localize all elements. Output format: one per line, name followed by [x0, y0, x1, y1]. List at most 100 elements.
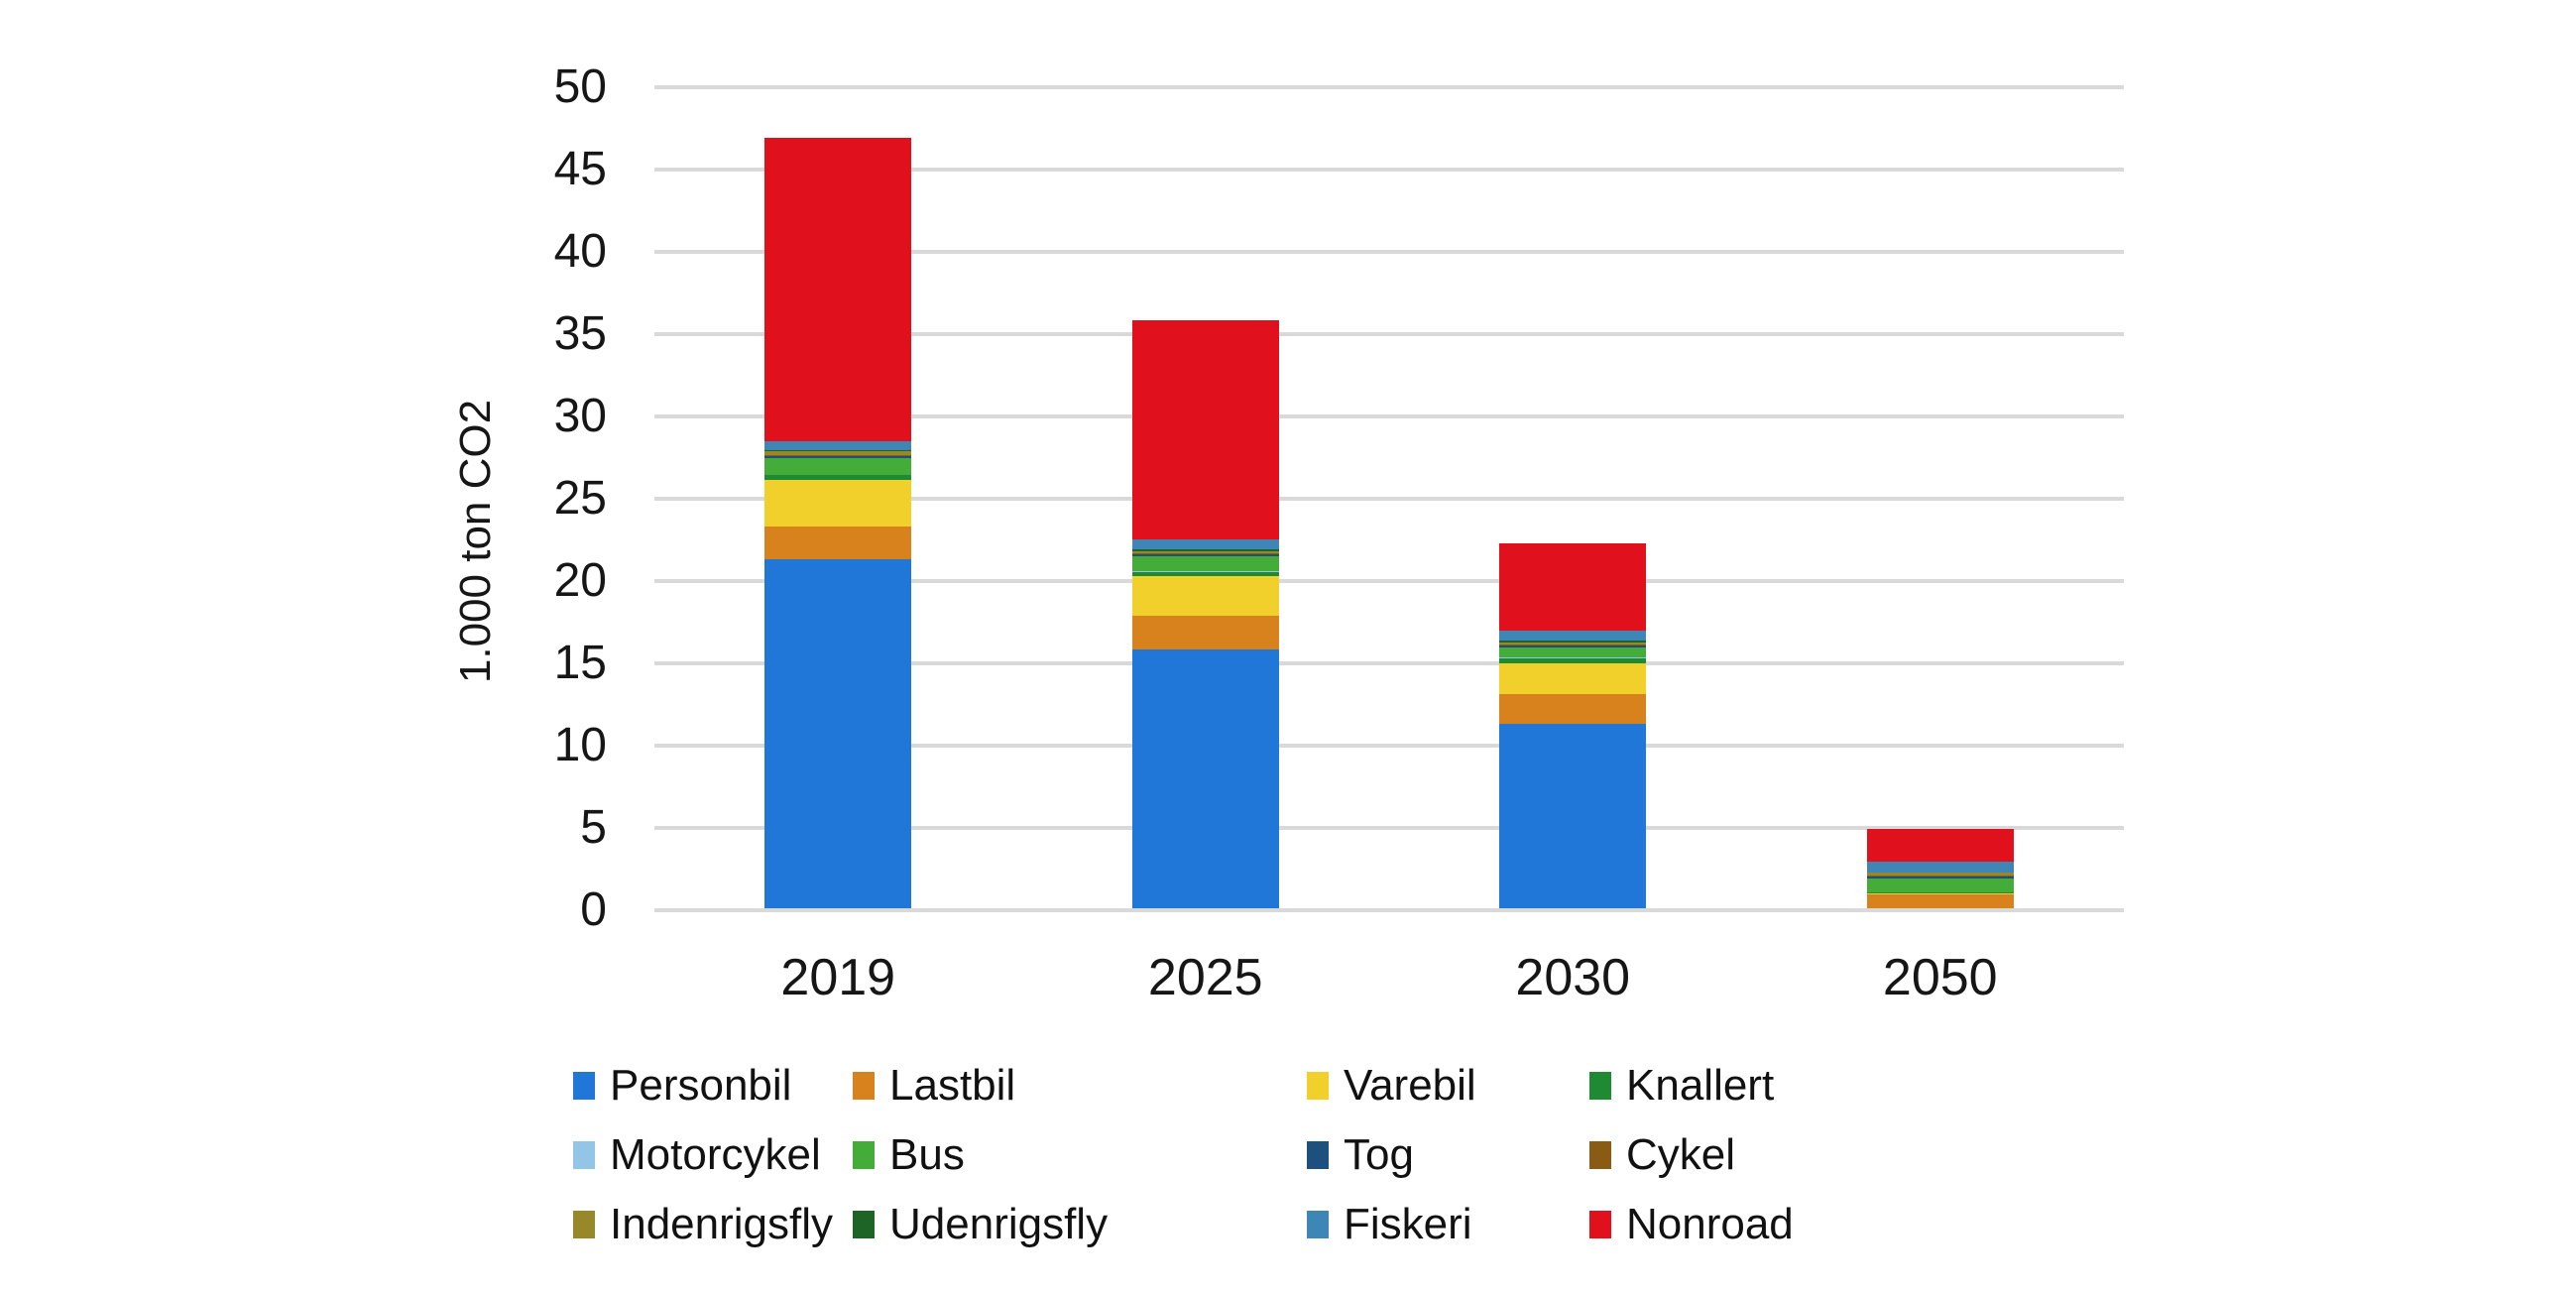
bar-segment-tog-2025	[1131, 554, 1279, 556]
y-tick-label-30: 30	[553, 390, 607, 442]
legend-item-motorcykel: Motorcykel	[573, 1130, 821, 1179]
legend-swatch-cykel	[1589, 1141, 1611, 1169]
legend-item-lastbil: Lastbil	[853, 1061, 1016, 1110]
bar-segment-fiskeri-2030	[1499, 631, 1647, 642]
bar-segment-fiskeri-2025	[1131, 539, 1279, 550]
x-tick-label-2050: 2050	[1882, 949, 1998, 1006]
legend-swatch-tog	[1307, 1141, 1329, 1169]
legend-swatch-fiskeri	[1307, 1211, 1329, 1238]
legend-item-nonroad: Nonroad	[1589, 1200, 1794, 1248]
legend-label-tog: Tog	[1344, 1130, 1414, 1179]
legend-swatch-varebil	[1307, 1072, 1329, 1100]
bar-segment-knallert-2030	[1499, 657, 1647, 663]
bar-segment-cykel-2030	[1499, 645, 1647, 646]
legend-swatch-lastbil	[853, 1072, 875, 1100]
legend: Personbil Lastbil Varebil Knallert Motorcyke…	[573, 1061, 2378, 1260]
legend-label-fiskeri: Fiskeri	[1344, 1200, 1472, 1248]
gridline-y10	[654, 744, 2124, 748]
legend-item-varebil: Varebil	[1307, 1061, 1476, 1110]
bar-segment-udenrigsfly-2019	[764, 449, 912, 452]
legend-item-personbil: Personbil	[573, 1061, 792, 1110]
bar-segment-lastbil-2050	[1866, 893, 2014, 908]
bar-segment-nonroad-2050	[1866, 828, 2014, 862]
y-tick-label-35: 35	[553, 307, 607, 360]
y-tick-label-40: 40	[553, 225, 607, 278]
bar-segment-cykel-2050	[1866, 875, 2014, 878]
bar-segment-bus-2025	[1131, 555, 1279, 571]
gridline-y0	[654, 908, 2124, 912]
legend-label-indenrigsfly: Indenrigsfly	[610, 1200, 834, 1248]
y-tick-label-10: 10	[553, 719, 607, 771]
gridline-y50	[654, 85, 2124, 89]
bar-segment-fiskeri-2019	[764, 440, 912, 450]
gridline-y25	[654, 497, 2124, 501]
bar-segment-varebil-2050	[1866, 893, 2014, 894]
plot-area: 2019 2025 2030 2050	[654, 85, 2124, 1003]
y-tick-label-0: 0	[580, 883, 607, 936]
bar-segment-varebil-2019	[764, 480, 912, 527]
gridline-y30	[654, 414, 2124, 418]
legend-item-indenrigsfly: Indenrigsfly	[573, 1200, 834, 1248]
x-tick-label-2019: 2019	[780, 949, 896, 1006]
y-tick-label-45: 45	[553, 143, 607, 195]
legend-swatch-nonroad	[1589, 1211, 1611, 1238]
bar-segment-indenrigsfly-2025	[1131, 550, 1279, 554]
legend-label-motorcykel: Motorcykel	[610, 1130, 821, 1179]
legend-label-varebil: Varebil	[1344, 1061, 1476, 1110]
legend-label-bus: Bus	[889, 1130, 965, 1179]
gridline-y15	[654, 661, 2124, 665]
bar-segment-udenrigsfly-2025	[1131, 549, 1279, 551]
bar-segment-motorcykel-2025	[1131, 570, 1279, 572]
legend-item-fiskeri: Fiskeri	[1307, 1200, 1472, 1248]
bar-segment-tog-2030	[1499, 646, 1647, 647]
legend-label-cykel: Cykel	[1626, 1130, 1736, 1179]
bar-segment-nonroad-2019	[764, 138, 912, 441]
legend-label-udenrigsfly: Udenrigsfly	[889, 1200, 1109, 1248]
bar-segment-bus-2030	[1499, 646, 1647, 657]
legend-swatch-bus	[853, 1141, 875, 1169]
bar-segment-udenrigsfly-2050	[1866, 872, 2014, 874]
bar-2050	[1866, 828, 2014, 908]
legend-swatch-knallert	[1589, 1072, 1611, 1100]
x-tick-label-2030: 2030	[1515, 949, 1631, 1006]
x-tick-label-2025: 2025	[1147, 949, 1263, 1006]
bar-segment-lastbil-2030	[1499, 694, 1647, 725]
bar-segment-bus-2019	[764, 458, 912, 475]
bar-2030	[1499, 543, 1647, 908]
bar-segment-cykel-2019	[764, 454, 912, 456]
legend-label-knallert: Knallert	[1626, 1061, 1775, 1110]
legend-item-bus: Bus	[853, 1130, 965, 1179]
bar-segment-nonroad-2025	[1131, 320, 1279, 540]
legend-swatch-indenrigsfly	[573, 1211, 595, 1238]
bar-segment-indenrigsfly-2019	[764, 451, 912, 455]
bar-segment-nonroad-2030	[1499, 543, 1647, 632]
bar-segment-varebil-2030	[1499, 662, 1647, 695]
gridline-y45	[654, 168, 2124, 172]
legend-item-udenrigsfly: Udenrigsfly	[853, 1200, 1109, 1248]
bar-segment-lastbil-2025	[1131, 615, 1279, 650]
bar-segment-udenrigsfly-2030	[1499, 641, 1647, 643]
legend-item-tog: Tog	[1307, 1130, 1414, 1179]
legend-swatch-udenrigsfly	[853, 1211, 875, 1238]
bar-segment-motorcykel-2019	[764, 474, 912, 476]
y-tick-label-5: 5	[580, 801, 607, 854]
bar-segment-personbil-2025	[1131, 649, 1279, 908]
bar-segment-motorcykel-2030	[1499, 656, 1647, 658]
y-tick-label-15: 15	[553, 637, 607, 689]
bar-segment-tog-2050	[1866, 877, 2014, 880]
bar-2025	[1131, 320, 1279, 908]
bar-segment-indenrigsfly-2050	[1866, 873, 2014, 876]
bar-segment-varebil-2025	[1131, 575, 1279, 616]
bar-segment-indenrigsfly-2030	[1499, 642, 1647, 646]
bar-segment-personbil-2030	[1499, 724, 1647, 908]
bar-segment-fiskeri-2050	[1866, 861, 2014, 873]
gridline-y20	[654, 579, 2124, 583]
legend-label-lastbil: Lastbil	[889, 1061, 1016, 1110]
legend-item-cykel: Cykel	[1589, 1130, 1736, 1179]
bar-segment-knallert-2050	[1866, 892, 2014, 894]
gridline-y35	[654, 332, 2124, 336]
legend-label-personbil: Personbil	[610, 1061, 792, 1110]
legend-swatch-personbil	[573, 1072, 595, 1100]
gridline-y5	[654, 826, 2124, 830]
